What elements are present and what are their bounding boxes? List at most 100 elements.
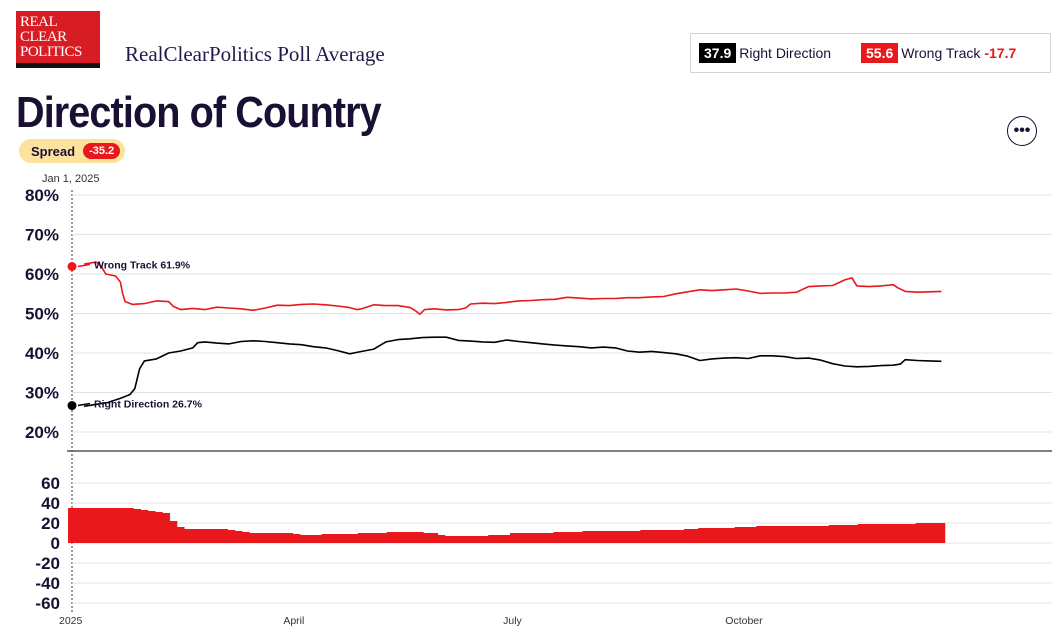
spread-bar <box>314 535 323 543</box>
spread-bar <box>212 529 221 543</box>
legend-right-direction-value: 37.9 <box>699 43 737 63</box>
more-options-button[interactable]: ••• <box>1007 116 1037 146</box>
spread-bar <box>502 535 511 543</box>
y-tick-label: 20% <box>25 423 59 442</box>
spread-y-tick-label: 40 <box>41 494 60 513</box>
page-title: Direction of Country <box>16 88 382 137</box>
spread-bar <box>133 509 142 543</box>
spread-bar <box>596 531 605 543</box>
spread-bar <box>741 527 750 543</box>
spread-bar <box>734 527 743 543</box>
spread-badge: Spread -35.2 <box>19 139 126 163</box>
x-tick-label: October <box>725 615 763 627</box>
series-line-wrong-track <box>83 261 942 316</box>
rcp-logo[interactable]: REAL CLEAR POLITICS <box>16 11 100 68</box>
spread-y-tick-label: 0 <box>51 534 60 553</box>
spread-bar <box>647 530 656 543</box>
spread-bar <box>799 526 808 543</box>
spread-bar <box>372 533 381 543</box>
start-marker-wrong-track <box>67 261 77 271</box>
start-annotation-wrong-track: Wrong Track 61.9% <box>94 259 191 271</box>
x-tick-label: 2025 <box>59 615 83 627</box>
spread-bar <box>850 525 859 543</box>
spread-bar <box>531 533 540 543</box>
spread-bar <box>589 531 598 543</box>
spread-bar <box>843 525 852 543</box>
spread-bar <box>763 526 772 543</box>
spread-bar <box>792 526 801 543</box>
spread-bar <box>394 532 402 543</box>
spread-bar <box>451 536 460 543</box>
spread-bar <box>307 535 315 543</box>
spread-bar <box>720 528 728 543</box>
logo-line-3: POLITICS <box>20 44 82 60</box>
spread-bar <box>162 513 171 543</box>
spread-bar <box>756 526 765 543</box>
spread-bar <box>538 533 547 543</box>
spread-bar <box>778 526 786 543</box>
legend-wrong-track-value: 55.6 <box>861 43 899 63</box>
spread-bar <box>111 508 120 543</box>
spread-bar <box>118 508 127 543</box>
spread-bar <box>430 533 439 543</box>
spread-bar <box>886 524 895 543</box>
start-connector <box>77 402 91 407</box>
spread-bar <box>654 530 663 543</box>
spread-bar <box>705 528 714 543</box>
spread-bar <box>864 524 873 543</box>
spread-bar <box>263 533 272 543</box>
y-tick-label: 80% <box>25 186 59 205</box>
legend-difference: -17.7 <box>984 45 1017 61</box>
spread-bar <box>473 536 482 543</box>
spread-bar <box>205 529 214 543</box>
y-tick-label: 40% <box>25 344 59 363</box>
spread-bar <box>785 526 794 543</box>
spread-bar <box>712 528 721 543</box>
spread-bar <box>806 526 815 543</box>
spread-bar <box>901 524 910 543</box>
spread-bar <box>625 531 634 543</box>
spread-bar <box>683 529 692 543</box>
spread-bar <box>517 533 526 543</box>
spread-y-tick-label: -60 <box>35 594 60 613</box>
spread-bar <box>256 533 265 543</box>
spread-bar <box>154 512 163 543</box>
spread-bar <box>82 508 91 543</box>
legend-right-direction-label: Right Direction <box>739 45 832 61</box>
start-connector <box>77 263 91 268</box>
spread-bar <box>509 533 518 543</box>
spread-bar <box>249 533 257 543</box>
legend-wrong-track-label: Wrong Track <box>901 45 981 61</box>
spread-bar <box>618 531 627 543</box>
ellipsis-icon: ••• <box>1013 122 1031 139</box>
spread-bar <box>234 531 243 543</box>
spread-bar <box>669 530 678 543</box>
spread-bar <box>937 523 946 543</box>
spread-bar <box>89 508 98 543</box>
spread-bar <box>495 535 504 543</box>
spread-bar <box>140 510 149 543</box>
spread-bar <box>567 532 576 543</box>
y-tick-label: 30% <box>25 384 59 403</box>
spread-bar <box>611 531 620 543</box>
spread-bar <box>770 526 779 543</box>
spread-bar <box>727 528 736 543</box>
legend-right-direction: 37.9 Right Direction <box>699 43 831 63</box>
logo-line-1: REAL <box>20 14 58 30</box>
start-annotation-right-direction: Right Direction 26.7% <box>94 399 203 411</box>
spread-bar <box>553 532 562 543</box>
spread-bar <box>125 508 134 543</box>
spread-bar <box>480 536 489 543</box>
spread-bar <box>821 526 830 543</box>
series-line-right-direction <box>83 336 942 408</box>
spread-bar <box>183 529 192 543</box>
spread-y-tick-label: -20 <box>35 554 60 573</box>
spread-bar <box>908 524 917 543</box>
page-subtitle: RealClearPolitics Poll Average <box>125 42 385 66</box>
spread-bar <box>575 532 583 543</box>
x-tick-label: April <box>283 615 304 627</box>
spread-bar <box>270 533 279 543</box>
spread-bar <box>698 528 707 543</box>
spread-bar <box>488 535 497 543</box>
